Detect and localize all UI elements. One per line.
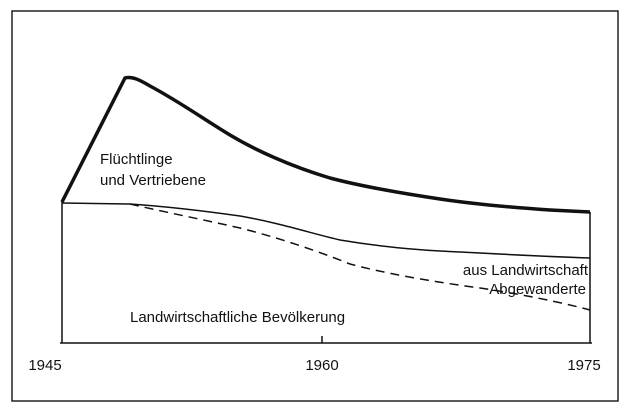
label: aus Landwirtschaft: [463, 262, 589, 279]
x-tick-label: 1975: [567, 357, 600, 374]
refugees-curve: [60, 75, 591, 214]
total-curve: [61, 202, 591, 259]
x-tick-label: 1945: [28, 357, 61, 374]
agricultural-curve: [129, 203, 591, 311]
label: Flüchtlinge: [100, 151, 173, 168]
frame: [11, 10, 619, 402]
x-tick-label: 1960: [305, 357, 338, 374]
label: und Vertriebene: [100, 172, 206, 189]
label: Abgewanderte: [489, 281, 586, 298]
label: Landwirtschaftliche Bevölkerung: [130, 309, 345, 326]
